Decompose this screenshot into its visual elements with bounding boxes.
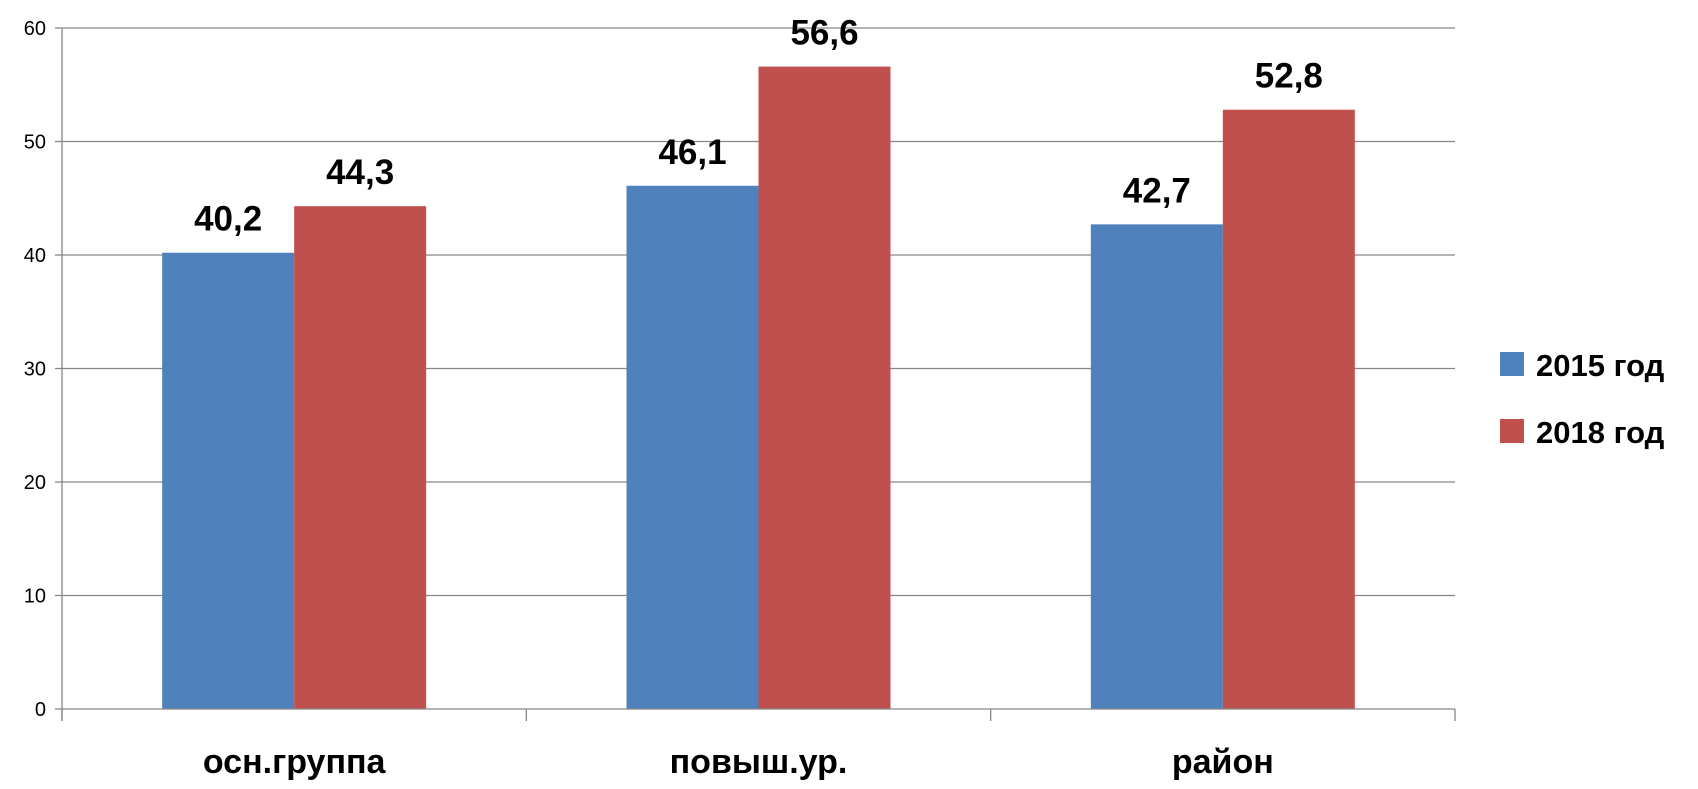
legend: 2015 год 2018 год bbox=[1500, 348, 1665, 450]
y-tick-label: 20 bbox=[24, 472, 46, 494]
bar-1-2 bbox=[626, 185, 759, 709]
legend-label-2: 2018 год bbox=[1536, 415, 1665, 450]
data-label: 56,6 bbox=[790, 14, 858, 53]
y-tick-label: 60 bbox=[24, 18, 46, 40]
data-label: 46,1 bbox=[658, 133, 726, 172]
data-label: 52,8 bbox=[1255, 57, 1323, 96]
data-label: 40,2 bbox=[194, 200, 262, 239]
bar-1-3 bbox=[1090, 224, 1223, 710]
legend-swatch-1 bbox=[1500, 352, 1524, 376]
bars bbox=[162, 66, 1355, 710]
data-labels: 40,2 44,3 46,1 56,6 42,7 52,8 bbox=[194, 14, 1323, 239]
bar-2-1 bbox=[294, 206, 427, 709]
bar-2-3 bbox=[1222, 109, 1355, 710]
y-tick-label: 50 bbox=[24, 132, 46, 154]
y-tick-label: 30 bbox=[24, 359, 46, 381]
y-tick-label: 0 bbox=[35, 699, 46, 721]
legend-label-1: 2015 год bbox=[1536, 348, 1665, 383]
y-tick-label: 10 bbox=[24, 586, 46, 608]
bar-1-1 bbox=[162, 252, 295, 710]
x-category-label: осн.группа bbox=[203, 743, 387, 781]
x-category-label: повыш.ур. bbox=[670, 743, 848, 781]
data-label: 42,7 bbox=[1123, 171, 1191, 210]
axes: 0 10 20 30 40 50 60 осн.группа повыш.ур. район bbox=[24, 18, 1456, 781]
bar-2-2 bbox=[758, 66, 891, 710]
legend-swatch-2 bbox=[1500, 419, 1524, 443]
y-tick-label: 40 bbox=[24, 245, 46, 267]
x-category-label: район bbox=[1172, 743, 1274, 781]
data-label: 44,3 bbox=[326, 153, 394, 192]
